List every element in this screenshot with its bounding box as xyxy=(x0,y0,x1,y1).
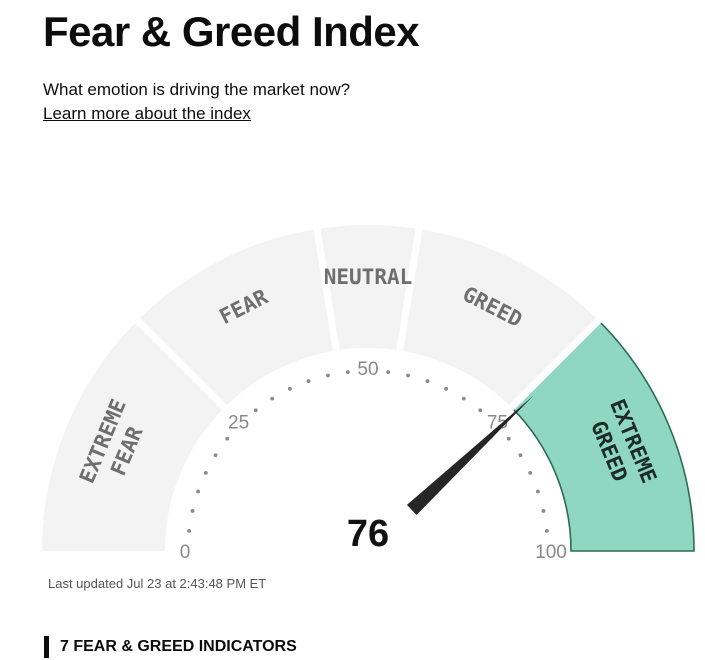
scale-dot xyxy=(528,471,533,475)
segment-divider xyxy=(132,315,229,412)
scale-dot xyxy=(190,509,195,513)
indicators-heading: 7 FEAR & GREED INDICATORS xyxy=(44,636,297,658)
scale-dot xyxy=(425,379,430,383)
scale-dot xyxy=(253,408,258,413)
segment-divider xyxy=(507,315,604,412)
scale-dot xyxy=(326,373,330,378)
segment-divider xyxy=(395,225,423,354)
tick-label: 0 xyxy=(180,542,191,563)
score-hub xyxy=(302,485,434,575)
scale-dot xyxy=(288,386,292,391)
scale-dot xyxy=(196,489,201,494)
page-subtitle: What emotion is driving the market now? xyxy=(43,80,351,99)
scale-dot xyxy=(506,436,511,441)
scale-dot xyxy=(541,509,546,513)
scale-dot xyxy=(386,370,391,375)
last-updated: Last updated Jul 23 at 2:43:48 PM ET xyxy=(48,576,267,591)
scale-dot xyxy=(478,408,483,413)
scale-dot xyxy=(536,489,540,494)
tick-label: 50 xyxy=(357,359,378,380)
segment-fear xyxy=(137,229,337,408)
tick-label: 100 xyxy=(535,542,567,563)
segment-neutral xyxy=(317,224,419,351)
segment-greed xyxy=(399,229,599,408)
scale-dot xyxy=(518,453,523,458)
learn-more-link[interactable]: Learn more about the index xyxy=(43,104,251,123)
page-title: Fear & Greed Index xyxy=(43,8,420,55)
score-value: 76 xyxy=(347,513,389,555)
scale-dot xyxy=(270,396,275,401)
tick-label: 75 xyxy=(487,413,508,434)
scale-dot xyxy=(544,528,549,533)
scale-dot xyxy=(203,471,208,475)
scale-dot xyxy=(306,379,311,383)
segment-extreme-fear xyxy=(42,320,225,551)
scale-dot xyxy=(225,436,230,441)
fear-greed-gauge: EXTREMEFEARFEARNEUTRALGREEDEXTREMEGREED … xyxy=(42,224,695,575)
scale-dot xyxy=(406,373,410,378)
scale-dot xyxy=(187,528,192,533)
segment-label-neutral: NEUTRAL xyxy=(324,265,413,289)
gauge-needle xyxy=(406,395,534,516)
scale-dot xyxy=(213,453,218,458)
segment-extreme-greed xyxy=(510,319,695,552)
scale-dot xyxy=(461,396,466,401)
segment-divider xyxy=(313,225,341,354)
scale-dot xyxy=(444,386,448,391)
scale-dot xyxy=(345,370,350,375)
tick-label: 25 xyxy=(228,413,249,434)
